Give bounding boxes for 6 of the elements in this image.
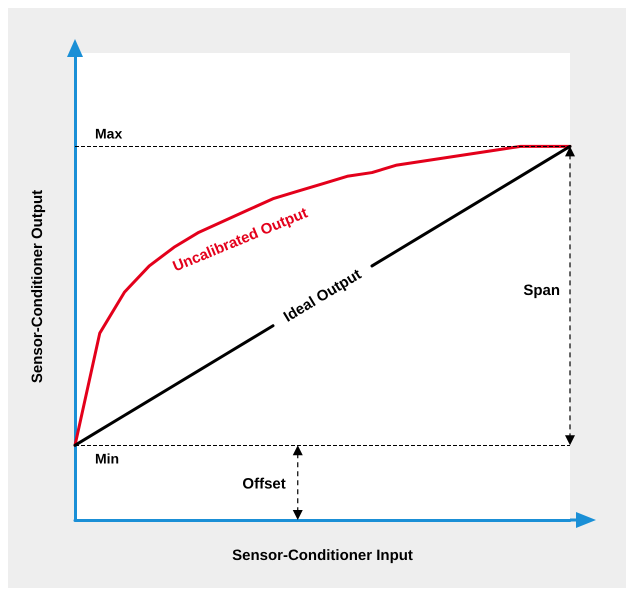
annotation: Offset: [242, 476, 286, 493]
y-axis-title: Sensor-Conditioner Output: [29, 190, 46, 384]
annotation: Span: [523, 282, 560, 299]
ref-line-label: Max: [95, 125, 122, 142]
ref-line-label: Min: [95, 450, 120, 466]
x-axis-title: Sensor-Conditioner Input: [232, 547, 413, 564]
